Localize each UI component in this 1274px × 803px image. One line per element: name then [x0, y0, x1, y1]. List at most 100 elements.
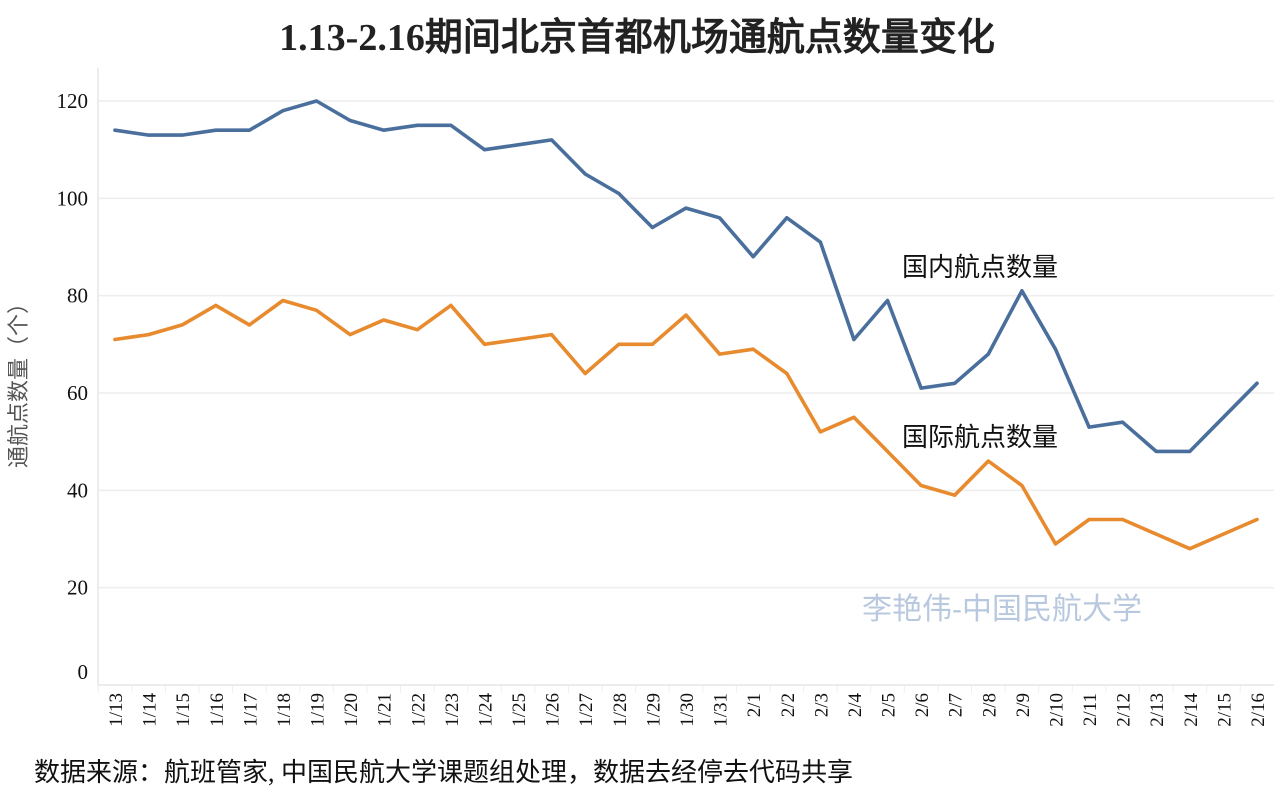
x-tick-label: 1/14: [140, 693, 161, 727]
x-tick-label: 2/11: [1080, 693, 1101, 726]
x-tick-label: 1/16: [207, 693, 228, 727]
y-tick-label: 0: [78, 660, 89, 684]
x-tick-label: 1/23: [442, 693, 463, 727]
x-tick-label: 1/18: [274, 693, 295, 727]
y-tick-label: 60: [67, 381, 88, 405]
data-point: [482, 342, 487, 346]
x-tick-label: 1/21: [375, 693, 396, 727]
data-point: [650, 342, 655, 346]
x-tick-label: 2/9: [1013, 693, 1034, 717]
data-point: [113, 337, 117, 342]
gridlines: [98, 100, 1274, 589]
data-point: [113, 128, 117, 132]
data-point: [953, 493, 957, 497]
data-point: [1221, 532, 1226, 536]
x-tick-label: 1/13: [106, 693, 127, 727]
data-point: [1121, 420, 1125, 424]
data-point: [717, 216, 722, 220]
data-point: [785, 216, 789, 220]
x-tick-label: 2/1: [744, 693, 765, 717]
data-point: [617, 342, 621, 346]
x-tick-labels: 1/13 1/14 1/15 1/16 1/17 1/18 1/19 1/20 1/21 1/22…: [106, 693, 1269, 727]
data-point: [348, 333, 352, 337]
x-tick-label: 1/29: [643, 693, 664, 727]
x-tick-label: 1/19: [308, 693, 329, 727]
x-tick-label: 1/22: [408, 693, 429, 727]
data-point: [986, 459, 990, 463]
x-tick-label: 1/30: [677, 693, 698, 727]
data-point: [314, 308, 319, 312]
x-tick-label: 2/16: [1248, 693, 1269, 727]
data-point: [1020, 289, 1024, 293]
x-tick-label: 2/6: [912, 693, 933, 717]
data-point: [247, 128, 251, 132]
watermark: 李艳伟-中国民航大学: [862, 593, 1142, 626]
series-label-international: 国际航点数量: [902, 423, 1058, 452]
y-tick-labels: 0 20 40 60 80 100 120: [57, 89, 89, 684]
x-tick-label: 1/17: [240, 693, 261, 727]
y-tick-label: 120: [57, 89, 89, 113]
x-tick-label: 1/24: [475, 693, 496, 727]
data-point: [1087, 517, 1091, 522]
data-point: [1221, 415, 1226, 419]
data-point: [314, 99, 319, 103]
data-point: [281, 109, 285, 113]
data-point: [1255, 381, 1259, 385]
x-tick-label: 2/14: [1181, 693, 1202, 727]
data-point: [852, 415, 856, 419]
data-point: [550, 138, 554, 142]
x-tick-label: 1/31: [711, 693, 732, 727]
data-point: [751, 255, 755, 259]
x-tick-label: 1/27: [576, 693, 597, 727]
data-point: [1121, 517, 1125, 522]
y-tick-label: 80: [67, 284, 88, 308]
series-international: [113, 298, 1259, 551]
y-tick-label: 40: [67, 478, 88, 502]
y-axis-label: 通航点数量（个）: [6, 292, 31, 468]
data-point: [885, 449, 890, 453]
x-tick-label: 2/7: [946, 693, 967, 717]
data-point: [953, 381, 957, 385]
y-tick-label: 20: [67, 576, 88, 600]
data-point: [1053, 347, 1058, 351]
data-point: [1255, 517, 1259, 522]
data-point: [885, 298, 890, 303]
x-tick-label: 1/25: [509, 693, 530, 727]
data-point: [717, 352, 722, 356]
x-tick-label: 1/26: [543, 693, 564, 727]
x-tick-label: 1/20: [341, 693, 362, 727]
data-point: [214, 128, 218, 132]
x-tick-label: 2/12: [1114, 693, 1135, 727]
x-tick-separators: [97, 685, 1241, 693]
data-point: [818, 240, 822, 244]
x-tick-label: 2/2: [778, 693, 799, 717]
x-tick-label: 2/10: [1046, 693, 1067, 727]
data-point: [348, 118, 352, 123]
data-point: [852, 337, 856, 342]
data-point: [382, 128, 386, 132]
data-point: [180, 323, 184, 327]
data-point: [986, 352, 990, 356]
data-point: [1154, 532, 1158, 536]
data-point: [247, 323, 251, 327]
data-point: [415, 328, 419, 332]
data-point: [1020, 483, 1024, 488]
data-point: [617, 191, 621, 196]
data-point: [1087, 425, 1091, 429]
data-point: [180, 133, 184, 137]
x-tick-label: 2/15: [1214, 693, 1235, 727]
series-domestic: [113, 99, 1259, 454]
data-point: [684, 313, 688, 317]
data-point: [785, 371, 789, 376]
data-point: [919, 386, 923, 390]
data-point: [449, 123, 453, 127]
data-point: [281, 298, 285, 303]
data-point: [751, 347, 755, 351]
data-point: [583, 172, 587, 176]
data-point: [1188, 449, 1192, 453]
series-line: [113, 298, 1259, 551]
data-point: [382, 318, 386, 322]
data-point: [516, 143, 520, 147]
data-point: [1188, 547, 1192, 551]
